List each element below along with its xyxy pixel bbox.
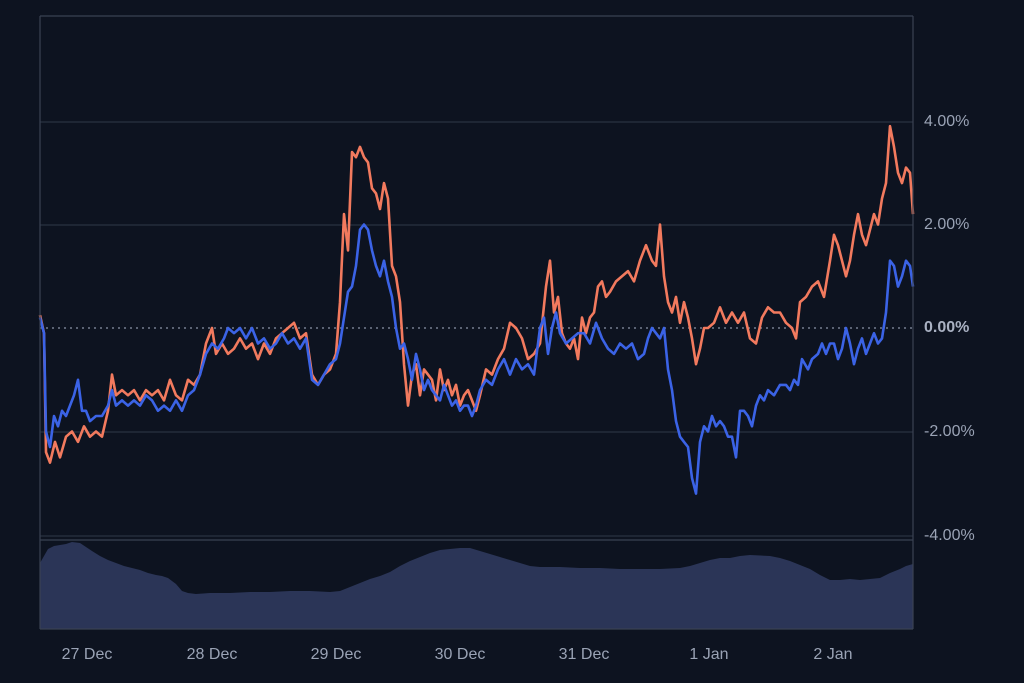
x-tick-label: 31 Dec (558, 646, 610, 663)
x-tick-label: 1 Jan (689, 646, 729, 663)
y-tick-label: -2.00% (924, 423, 975, 440)
volume-area (40, 542, 913, 629)
y-tick-label: 2.00% (924, 216, 970, 233)
x-tick-label: 30 Dec (434, 646, 486, 663)
plot-frame (39, 15, 914, 630)
y-tick-label: -4.00% (924, 527, 975, 544)
series-b-line (38, 223, 915, 495)
series-a-line (38, 124, 915, 464)
y-tick-label-zero: 0.00% (924, 319, 970, 336)
x-tick-label: 2 Jan (813, 646, 853, 663)
x-tick-label: 27 Dec (61, 646, 113, 663)
x-tick-label: 28 Dec (186, 646, 238, 663)
y-tick-label: 4.00% (924, 113, 970, 130)
x-tick-label: 29 Dec (310, 646, 362, 663)
grid-lines (40, 121, 913, 537)
